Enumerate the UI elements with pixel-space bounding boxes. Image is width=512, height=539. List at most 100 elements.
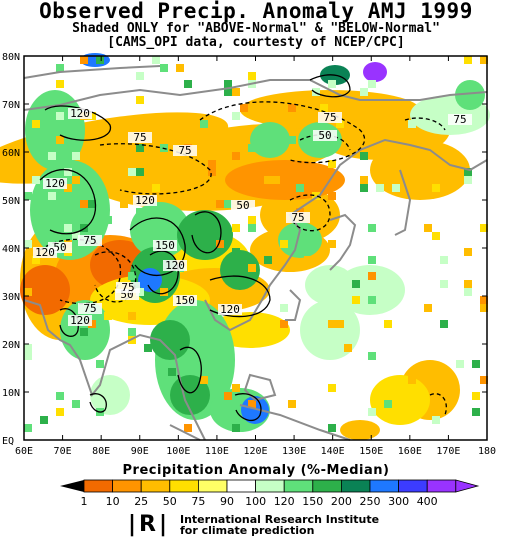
latitude-label: 10N [2, 388, 20, 399]
grid-cell [480, 56, 488, 64]
grid-cell [384, 400, 392, 408]
latitude-label: 40N [2, 244, 20, 255]
contour-label: 120 [218, 303, 242, 316]
svg-text:75: 75 [178, 144, 191, 157]
axis-ticks: EQ 10N 20N 30N 40N 50N 60N 70N 80N 60E 70E 80E 90E 10… [2, 52, 496, 457]
svg-text:75: 75 [83, 234, 96, 247]
grid-cell [432, 184, 440, 192]
grid-cell [48, 152, 56, 160]
colorbar-title: Precipitation Anomaly (%-Median) [122, 463, 390, 478]
colorbar-low-arrow [60, 480, 84, 492]
contour-label: 75 [318, 111, 342, 124]
colorbar-label: 120 [274, 495, 295, 508]
longitude-label: 90E [131, 446, 149, 457]
grid-cell [480, 296, 488, 304]
colorbar-label: 10 [106, 495, 120, 508]
grid-cell [440, 96, 448, 104]
colorbar-label: 400 [417, 495, 438, 508]
grid-cell [224, 200, 232, 208]
grid-cell [80, 176, 88, 184]
colorbar-block [398, 479, 428, 493]
latitude-label: 50N [2, 196, 20, 207]
grid-cell [24, 288, 32, 296]
grid-cell [216, 240, 224, 248]
contour-line [404, 117, 446, 131]
grid-cell [80, 200, 88, 208]
grid-cell [96, 56, 104, 64]
contour-line [289, 194, 331, 232]
grid-cell [72, 232, 80, 240]
grid-cell [136, 144, 144, 152]
colorbar: 1 10 25 50 75 90 100 120 150 200 250 300 400 [60, 479, 480, 508]
contour-label: 120 [68, 314, 92, 327]
grid-cell [224, 392, 232, 400]
svg-text:75: 75 [291, 211, 304, 224]
svg-text:150: 150 [175, 294, 195, 307]
colorbar-label: 50 [163, 495, 177, 508]
grid-cell [184, 424, 192, 432]
svg-text:50: 50 [236, 199, 249, 212]
map-title: Observed Precip. Anomaly AMJ 1999 [39, 0, 473, 23]
grid-cell [408, 120, 416, 128]
grid-cell [184, 80, 192, 88]
contour-label: 75 [78, 302, 102, 315]
grid-cell [280, 320, 288, 328]
grid-cell [232, 88, 240, 96]
longitude-label: 120E [243, 446, 267, 457]
colorbar-block [226, 479, 257, 493]
grid-cell [24, 240, 32, 248]
grid-cell [440, 280, 448, 288]
colorbar-label: 150 [302, 495, 323, 508]
grid-cell [224, 88, 232, 96]
grid-cell [368, 352, 376, 360]
contour-line [59, 308, 79, 337]
grid-cell [232, 224, 240, 232]
grid-cell [440, 320, 448, 328]
contour-line [309, 74, 351, 98]
svg-text:120: 120 [70, 107, 90, 120]
colorbar-label: 250 [360, 495, 381, 508]
contour-label: 150 [173, 294, 197, 307]
contour-line [99, 143, 212, 195]
grid-cell [64, 168, 72, 176]
longitude-label: 80E [92, 446, 110, 457]
contour-line [234, 393, 262, 422]
svg-text:120: 120 [220, 303, 240, 316]
contour-line [209, 275, 271, 318]
colorbar-block [340, 479, 371, 493]
contour-line [39, 169, 97, 235]
iri-logo: |R| [128, 512, 171, 537]
svg-text:120: 120 [165, 259, 185, 272]
data-source-note: [CAMS_OPI data, courtesty of NCEP/CPC] [107, 35, 405, 50]
grid-cell [24, 192, 32, 200]
grid-cell [88, 200, 96, 208]
grid-cell [424, 304, 432, 312]
anomaly-patch [363, 62, 387, 82]
grid-cell [128, 328, 136, 336]
anomaly-patch [225, 160, 345, 200]
colorbar-block [140, 479, 171, 493]
grid-cell [64, 184, 72, 192]
longitude-label: 70E [54, 446, 72, 457]
colorbar-label: 100 [245, 495, 266, 508]
grid-cell [264, 176, 272, 184]
coastline [243, 373, 277, 402]
grid-cell [248, 224, 256, 232]
grid-cell [160, 64, 168, 72]
grid-cell [432, 232, 440, 240]
grid-cell [456, 360, 464, 368]
contour-line [199, 101, 366, 164]
latitude-label: 30N [2, 292, 20, 303]
grid-cell [360, 152, 368, 160]
colorbar-label: 300 [388, 495, 409, 508]
colorbar-label: 25 [134, 495, 148, 508]
colorbar-label: 1 [81, 495, 88, 508]
grid-cell [40, 416, 48, 424]
grid-cell [360, 88, 368, 96]
institute-name: International Research Institute for cli… [180, 514, 379, 536]
grid-cell [336, 120, 344, 128]
anomaly-patch [340, 420, 380, 440]
grid-cell [64, 224, 72, 232]
colorbar-block [83, 479, 114, 493]
